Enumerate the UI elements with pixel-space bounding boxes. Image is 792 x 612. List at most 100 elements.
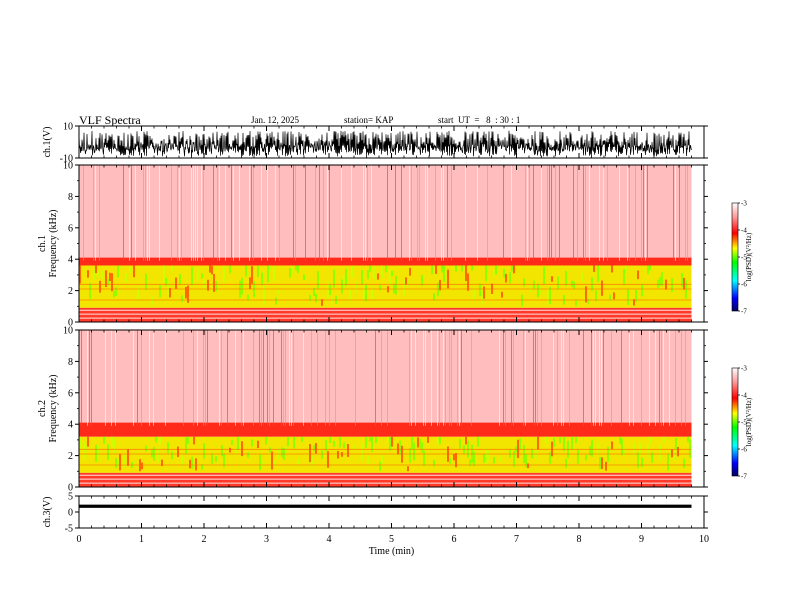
station-label: station= KAP <box>344 115 394 125</box>
ch2-spectrogram-image-streak <box>241 330 242 426</box>
ch1-spectrogram-image-streak <box>293 165 294 261</box>
ch2-spectrogram-image-green-patch <box>339 436 341 448</box>
ch2-spec-ytick-label: 0 <box>68 483 73 494</box>
ch1-spectrogram-image-green-patch <box>433 293 435 301</box>
ch2-spectrogram-image-streak <box>649 330 650 426</box>
ch2-spectrogram-image-green-patch <box>663 436 665 443</box>
ch1-spectrogram-image-streak <box>443 165 444 261</box>
ch2-spectrogram-image-green-patch <box>251 439 253 447</box>
ch2-spectrogram-image-green-patch <box>499 456 501 462</box>
ch2-spectrogram-image-green-patch <box>311 455 313 467</box>
ch1-spectrogram-image-green-patch <box>249 277 251 290</box>
ch1-spectrogram-image-streak <box>529 165 530 261</box>
ch1-spectrogram-image-green-patch <box>479 283 481 297</box>
ch2-spectrogram-image-streak <box>141 330 142 426</box>
ch2-spectrogram-image-green-patch <box>487 450 489 462</box>
ch2-spectrogram-image-streak <box>165 330 166 426</box>
ch2-spectrogram-image-green-patch <box>145 445 147 452</box>
ch2-spectrogram-image-green-patch <box>391 436 393 447</box>
x-tick-label: 0 <box>77 534 82 545</box>
ch1-spectrogram-image-green-patch <box>289 267 291 278</box>
ch2-spectrogram-image-streak <box>553 330 554 426</box>
ch1-spectrogram-image-green-patch <box>331 298 333 304</box>
ch2-spectrogram-image-streak <box>449 330 450 426</box>
ch2-spectrogram-image-green-patch <box>687 436 689 443</box>
ch1-spectrogram-image-streak <box>213 165 214 261</box>
ch2-spectrogram-image-streak <box>601 330 602 426</box>
ch1-spectrogram-image-streak <box>171 165 172 261</box>
ch3-wave-ytick-label: -5 <box>65 524 73 535</box>
ch1-spectrogram-image-streak <box>95 165 96 261</box>
ch2-spectrogram-image-green-patch <box>453 453 455 461</box>
ch2-spectrogram-image-streak <box>439 330 440 426</box>
ch1-spectrogram-image-green-patch <box>361 270 363 285</box>
ch1-spectrogram-image-green-patch <box>269 265 271 272</box>
ch1-spectrogram-image-green-patch <box>211 265 213 275</box>
ch1-spectrogram-image-streak <box>201 165 202 261</box>
ch2-spectrogram-image-green-patch <box>591 439 593 457</box>
ch2-spectrogram-image-green-patch <box>535 449 537 460</box>
ch1-spectrogram-image-streak <box>131 165 132 261</box>
ch1-spectrogram-image-green-patch <box>485 265 487 282</box>
ch1-spectrogram-image-green-patch <box>539 286 541 295</box>
ch2-spectrogram-image-green-patch <box>195 458 197 471</box>
ch2-spec-ytick-label: 4 <box>68 420 73 431</box>
ch2-spectrogram-image-green-patch <box>513 450 515 467</box>
ch1-spectrogram-image-streak <box>527 165 528 261</box>
ch1-spectrogram-image-green-patch <box>557 276 559 290</box>
x-tick-label: 9 <box>639 534 644 545</box>
ch2-spectrogram-image-green-patch <box>347 443 349 457</box>
ch2-spectrogram-image-streak <box>205 330 206 426</box>
ch2-spec-ytick-label: 10 <box>63 326 73 337</box>
ch2-spectrogram-image-green-patch <box>247 452 249 458</box>
ch2-spectrogram-image-green-patch <box>375 436 377 444</box>
ch1-spectrogram-image-streak <box>159 165 160 261</box>
ch1-spectrogram-image-streak <box>351 165 352 261</box>
ch2-spectrogram-image-green-patch <box>79 436 81 450</box>
ch1-spectrogram-image-green-patch <box>377 273 379 280</box>
ch2-spectrogram-image-green-patch <box>667 453 669 471</box>
ch2-spectrogram-image-streak <box>105 330 106 426</box>
ch2-spectrogram-image-green-patch <box>157 447 159 463</box>
ch1-spectrogram-image-green-patch <box>683 277 685 290</box>
ch1-spectrogram-image-green-patch <box>333 269 335 288</box>
ch2-spectrogram-image-streak <box>523 330 524 426</box>
ch2-spectrogram-image-streak <box>437 330 438 426</box>
ch2-spec-ylabel-line-0: ch.2 <box>37 400 48 417</box>
ch2-spectrogram-image-green-patch <box>167 442 169 454</box>
ch2-spectrogram-image-streak <box>569 330 570 426</box>
ch2-spectrogram-image-green-patch <box>623 446 625 456</box>
ch1-spectrogram-image-streak <box>323 165 324 261</box>
ch1-spectrogram-image-streak <box>145 165 146 261</box>
ch1-spectrogram-image-green-patch <box>117 265 119 278</box>
ch2-spectrogram-image-streak <box>261 330 262 426</box>
ch2-spectrogram-image-green-patch <box>419 438 421 449</box>
ch3-wave-ytick-label: 5 <box>68 492 73 503</box>
ch2-spectrogram-image-streak <box>81 330 82 426</box>
x-tick-label: 2 <box>202 534 207 545</box>
ch1-spectrogram-image-streak <box>195 165 196 261</box>
ch1-spec-ytick-label: 2 <box>68 286 73 297</box>
ch1-spectrogram-image-green-patch <box>345 268 347 286</box>
ch2-spectrogram-image-green-patch <box>177 446 179 457</box>
ch2-spectrogram-image-green-patch <box>619 436 621 444</box>
ch1-spectrogram-image-green-patch <box>481 290 483 304</box>
ch2-spectrogram-image-green-patch <box>473 451 475 467</box>
ch1-spectrogram-image-green-patch <box>275 297 277 305</box>
ch1-spectrogram-image-green-patch <box>601 280 603 296</box>
ch1-spectrogram-image-green-patch <box>247 294 249 301</box>
ch1-spectrogram-image-green-patch <box>321 299 323 306</box>
ch2-spectrogram-image-green-patch <box>369 436 371 442</box>
ch2-spectrogram-image-streak <box>561 330 562 426</box>
ch1-spectrogram-image-green-patch <box>327 282 329 298</box>
ch1-spectrogram-image-streak <box>585 165 586 261</box>
ch1-spectrogram-image-streak <box>533 165 534 261</box>
ch1-spectrogram-image-green-patch <box>681 273 683 287</box>
ch1-spectrogram-image-green-patch <box>291 265 293 274</box>
ch1-spectrogram-image-green-patch <box>483 286 485 299</box>
ch2-spec-ytick-label: 2 <box>68 451 73 462</box>
ch1-spectrogram-image-green-patch <box>587 298 589 304</box>
ch2-spectrogram-image-streak <box>355 330 356 426</box>
ch1-spectrogram-image-green-patch <box>107 279 109 286</box>
ch2-spectrogram-image-green-patch <box>577 449 579 464</box>
